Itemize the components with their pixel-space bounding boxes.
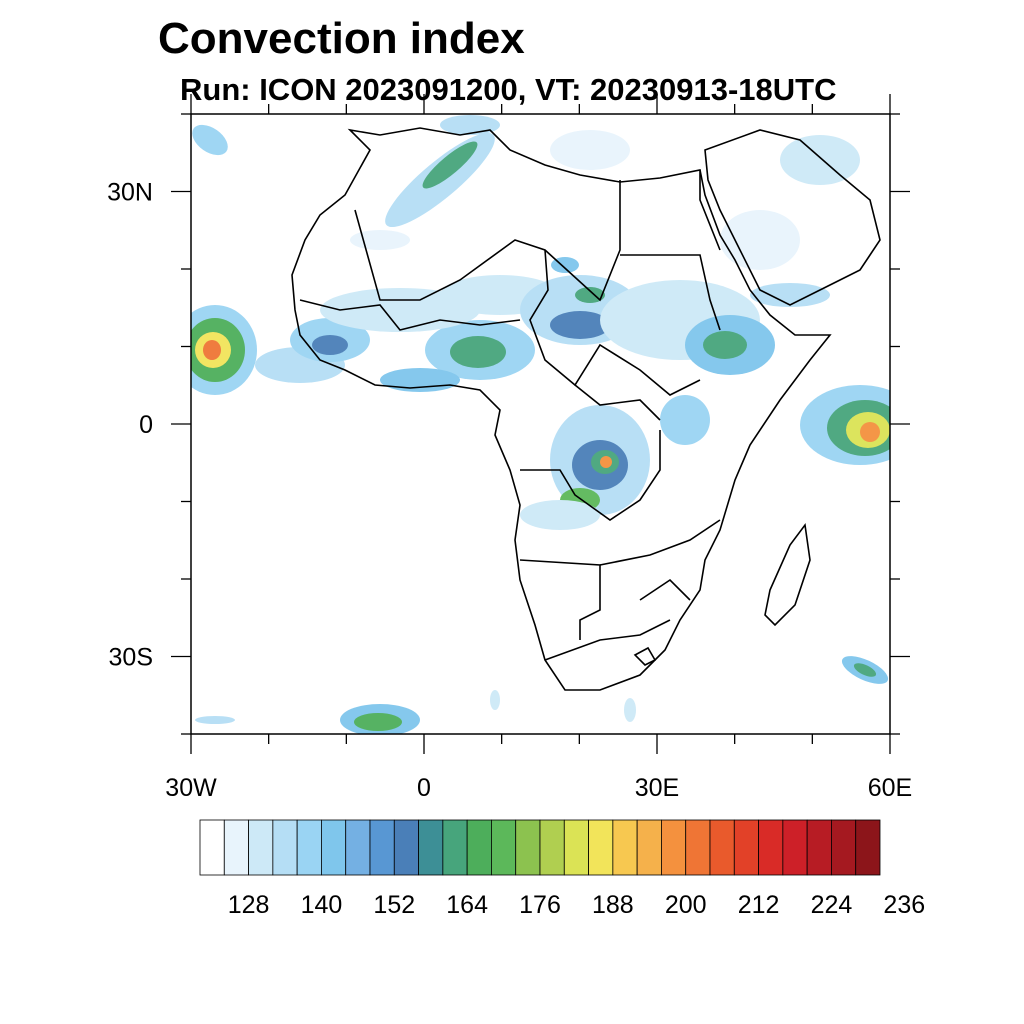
colorbar-swatch xyxy=(321,819,347,876)
colorbar-swatch xyxy=(636,819,662,876)
colorbar-swatch xyxy=(223,819,249,876)
colorbar-swatch xyxy=(539,819,565,876)
axis-ticks xyxy=(171,94,910,754)
colorbar-swatch xyxy=(369,819,395,876)
colorbar-swatch xyxy=(831,819,857,876)
lon-tick-label: 60E xyxy=(868,774,912,802)
colorbar-swatch xyxy=(661,819,687,876)
colorbar-label: 236 xyxy=(883,891,925,919)
lat-tick-label: 0 xyxy=(139,411,153,439)
colorbar-swatch xyxy=(685,819,711,876)
colorbar-labels: 128 140 152 164 176 188 200 212 224 236 xyxy=(228,891,925,919)
colorbar-swatch xyxy=(782,819,808,876)
colorbar-swatch xyxy=(272,819,298,876)
plot-frame xyxy=(190,113,891,735)
colorbar-label: 200 xyxy=(665,891,707,919)
colorbar-swatch xyxy=(466,819,492,876)
colorbar-swatch xyxy=(442,819,468,876)
lon-tick-label: 30E xyxy=(635,774,679,802)
colorbar-label: 176 xyxy=(519,891,561,919)
colorbar-swatch xyxy=(612,819,638,876)
lon-tick-label: 0 xyxy=(417,774,431,802)
colorbar-swatch xyxy=(806,819,832,876)
colorbar-swatch xyxy=(758,819,784,876)
chart-title: Convection index xyxy=(158,14,525,63)
convection-field xyxy=(191,115,890,734)
colorbar-swatch xyxy=(491,819,517,876)
lon-tick-label: 30W xyxy=(165,774,217,802)
lat-tick-label: 30S xyxy=(109,644,153,672)
colorbar-swatch xyxy=(345,819,371,876)
colorbar xyxy=(199,819,881,876)
colorbar-label: 212 xyxy=(738,891,780,919)
colorbar-label: 164 xyxy=(446,891,488,919)
colorbar-swatch xyxy=(199,819,225,876)
colorbar-label: 128 xyxy=(228,891,270,919)
colorbar-swatch xyxy=(418,819,444,876)
colorbar-swatch xyxy=(248,819,274,876)
chart-subtitle: Run: ICON 2023091200, VT: 20230913-18UTC xyxy=(180,72,837,107)
lat-tick-label: 30N xyxy=(107,179,153,207)
colorbar-swatch xyxy=(393,819,419,876)
axis-labels: 30N 0 30S 30W 0 30E 60E xyxy=(107,179,912,803)
colorbar-label: 152 xyxy=(373,891,415,919)
colorbar-swatch xyxy=(855,819,881,876)
colorbar-label: 188 xyxy=(592,891,634,919)
africa-outline xyxy=(291,127,881,691)
colorbar-swatch xyxy=(515,819,541,876)
colorbar-swatch xyxy=(733,819,759,876)
colorbar-label: 140 xyxy=(301,891,343,919)
colorbar-label: 224 xyxy=(811,891,853,919)
colorbar-swatch xyxy=(588,819,614,876)
colorbar-swatch xyxy=(709,819,735,876)
colorbar-swatch xyxy=(563,819,589,876)
colorbar-swatch xyxy=(296,819,322,876)
